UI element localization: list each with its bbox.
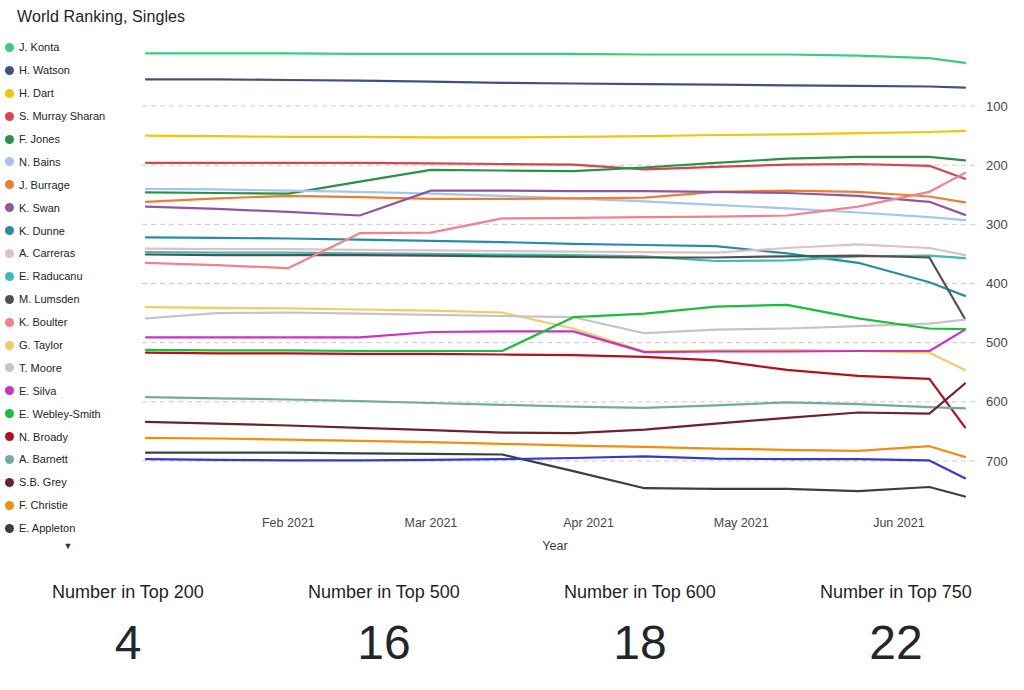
- x-axis-tick: Apr 2021: [563, 516, 614, 530]
- x-axis-title: Year: [505, 539, 605, 553]
- line-chart-plot[interactable]: 100 200 300 400 500 600 700 Feb 2021 Mar 2021 Apr…: [0, 0, 1024, 566]
- kpi-value: 18: [512, 619, 768, 667]
- x-axis-tick: May 2021: [714, 516, 769, 530]
- series-line-s-b-grey[interactable]: [146, 384, 965, 434]
- y-axis-tick: 200: [986, 158, 1008, 173]
- y-axis-tick: 400: [986, 276, 1008, 291]
- y-axis-tick: 100: [986, 99, 1008, 114]
- series-line-h-watson[interactable]: [146, 79, 965, 87]
- y-axis-tick: 300: [986, 217, 1008, 232]
- y-axis-tick: 600: [986, 394, 1008, 409]
- series-line-e-silva[interactable]: [146, 330, 965, 353]
- kpi-value: 22: [768, 619, 1024, 667]
- series-line-n-broady[interactable]: [146, 353, 965, 428]
- y-axis-tick: 500: [986, 335, 1008, 350]
- kpi-label: Number in Top 750: [768, 582, 1024, 603]
- series-line-k-boulter[interactable]: [146, 173, 965, 268]
- series-line-f-christie[interactable]: [146, 438, 965, 457]
- kpi-label: Number in Top 500: [256, 582, 512, 603]
- kpi-card-top-600[interactable]: Number in Top 600 18: [512, 578, 768, 667]
- y-axis-tick: 700: [986, 454, 1008, 469]
- x-axis-tick: Jun 2021: [873, 516, 924, 530]
- x-axis-tick: Feb 2021: [262, 516, 315, 530]
- report-canvas: { "chart_data": { "type": "line", "title…: [0, 0, 1024, 690]
- kpi-value: 16: [256, 619, 512, 667]
- kpi-label: Number in Top 200: [0, 582, 256, 603]
- kpi-label: Number in Top 600: [512, 582, 768, 603]
- kpi-cards: Number in Top 200 4 Number in Top 500 16…: [0, 578, 1024, 667]
- kpi-card-top-200[interactable]: Number in Top 200 4: [0, 578, 256, 667]
- series-line-h-dart[interactable]: [146, 131, 965, 138]
- kpi-value: 4: [0, 619, 256, 667]
- series-line-a-barnett[interactable]: [146, 397, 965, 408]
- series-line-j-konta[interactable]: [146, 53, 965, 63]
- x-axis-tick: Mar 2021: [404, 516, 457, 530]
- kpi-card-top-750[interactable]: Number in Top 750 22: [768, 578, 1024, 667]
- kpi-card-top-500[interactable]: Number in Top 500 16: [256, 578, 512, 667]
